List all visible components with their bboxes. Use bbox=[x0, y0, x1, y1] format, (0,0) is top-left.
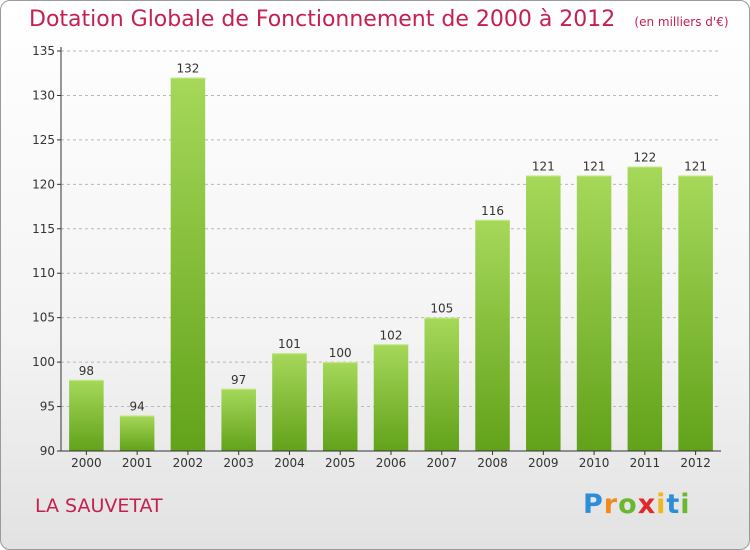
bar-2000 bbox=[69, 379, 104, 451]
bar-2007 bbox=[424, 317, 460, 451]
x-tick-label-2008: 2008 bbox=[477, 456, 508, 470]
data-label-2005: 100 bbox=[329, 346, 352, 360]
x-tick-label-2010: 2010 bbox=[579, 456, 610, 470]
y-tick-label: 125 bbox=[32, 133, 55, 147]
y-tick-label: 90 bbox=[40, 444, 55, 458]
x-tick-label-2012: 2012 bbox=[680, 456, 711, 470]
commune-name: LA SAUVETAT bbox=[35, 495, 163, 517]
x-tick-label-2002: 2002 bbox=[173, 456, 204, 470]
logo-letter: x bbox=[637, 489, 657, 520]
y-tick-label: 135 bbox=[32, 44, 55, 58]
logo-letter: r bbox=[603, 489, 619, 520]
x-tick-label-2001: 2001 bbox=[122, 456, 153, 470]
x-tick-label-2005: 2005 bbox=[325, 456, 356, 470]
y-tick-label: 110 bbox=[32, 266, 55, 280]
data-label-2000: 98 bbox=[79, 364, 94, 378]
data-label-2012: 121 bbox=[684, 159, 707, 173]
y-tick-label: 115 bbox=[32, 222, 55, 236]
data-label-2008: 116 bbox=[481, 204, 504, 218]
bar-2005 bbox=[322, 362, 358, 451]
axes: 90 95 100 105 110 115 120 125 130 135 2000 2001 2002… bbox=[32, 44, 721, 470]
bar-2008 bbox=[475, 219, 510, 451]
y-tick-label: 100 bbox=[32, 355, 55, 369]
x-tick-label-2004: 2004 bbox=[274, 456, 305, 470]
x-tick-label-2006: 2006 bbox=[376, 456, 407, 470]
bar-2012 bbox=[678, 175, 713, 451]
data-label-2003: 97 bbox=[231, 373, 246, 387]
logo-letter: t bbox=[666, 489, 681, 520]
bar-2009 bbox=[526, 175, 561, 451]
bar-2001 bbox=[119, 415, 155, 451]
data-labels: 98 94 132 97 101 100 102 105 116 121 121 122 121 bbox=[79, 62, 707, 414]
bar-2002 bbox=[170, 77, 206, 452]
bars bbox=[69, 77, 713, 452]
x-tick-label-2011: 2011 bbox=[630, 456, 661, 470]
title-row: Dotation Globale de Fonctionnement de 20… bbox=[29, 7, 729, 32]
x-tick-label-2000: 2000 bbox=[71, 456, 102, 470]
data-label-2004: 101 bbox=[278, 337, 301, 351]
data-label-2001: 94 bbox=[130, 399, 145, 413]
data-label-2010: 121 bbox=[583, 159, 606, 173]
bar-2006 bbox=[373, 344, 409, 451]
y-tick-label: 120 bbox=[32, 177, 55, 191]
x-tick-label-2007: 2007 bbox=[426, 456, 457, 470]
x-tick-label-2003: 2003 bbox=[223, 456, 254, 470]
data-label-2006: 102 bbox=[380, 328, 403, 342]
chart-title: Dotation Globale de Fonctionnement de 20… bbox=[29, 7, 616, 32]
y-tick-label: 95 bbox=[40, 400, 55, 414]
chart-subtitle: (en milliers d'€) bbox=[634, 15, 729, 29]
data-label-2009: 121 bbox=[532, 159, 555, 173]
data-label-2002: 132 bbox=[176, 62, 199, 76]
bar-2011 bbox=[627, 166, 663, 452]
bar-2004 bbox=[272, 353, 307, 451]
bar-2010 bbox=[576, 175, 612, 451]
logo-letter: i bbox=[680, 489, 691, 520]
proxiti-logo[interactable]: Proxiti bbox=[583, 489, 691, 520]
y-tick-label: 105 bbox=[32, 311, 55, 325]
bar-2003 bbox=[221, 388, 256, 451]
x-tick-label-2009: 2009 bbox=[528, 456, 559, 470]
data-label-2011: 122 bbox=[633, 151, 656, 165]
logo-letter: o bbox=[618, 489, 638, 520]
data-label-2007: 105 bbox=[430, 302, 453, 316]
logo-letter: i bbox=[656, 489, 667, 520]
logo-letter: P bbox=[583, 489, 604, 520]
y-tick-label: 130 bbox=[32, 88, 55, 102]
